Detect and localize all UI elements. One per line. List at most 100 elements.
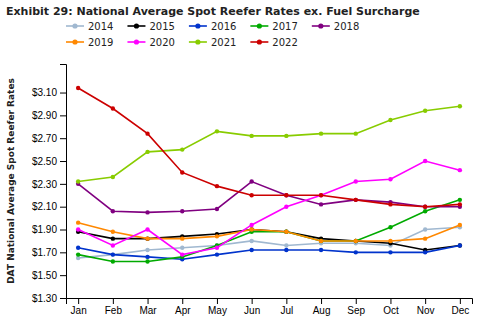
legend-marker [257,39,262,44]
y-axis: $1.30$1.50$1.70$1.90$2.10$2.30$2.50$2.70… [32,65,67,304]
y-tick-mark [60,184,66,185]
y-tick-mark [60,138,66,139]
y-tick-label: $3.10 [32,87,57,98]
legend-item: 2021 [189,37,236,48]
x-tick-label: Aug [313,305,331,316]
data-point [215,234,219,238]
y-tick-mark [60,298,66,299]
data-point [111,236,115,240]
data-point [111,209,115,213]
y-axis-line [60,65,67,299]
x-axis: JanFebMarAprMayJunJulAugSepOctNovDec [67,298,473,316]
chart: Exhibit 29: National Average Spot Reefer… [0,0,484,322]
x-tick-label: Apr [175,305,191,316]
y-tick-label: $2.50 [32,156,57,167]
legend-label: 2020 [149,37,174,48]
data-point [458,168,462,172]
data-point [388,239,392,243]
data-point [249,179,253,183]
y-tick-mark [60,207,66,208]
x-tick-mark [321,298,322,304]
legend-marker [318,23,323,28]
data-point [388,118,392,122]
series-line [78,182,460,213]
y-tick-label: $1.90 [32,224,57,235]
x-tick-mark [356,298,357,304]
data-point [145,236,149,240]
legend-item: 2015 [127,21,174,32]
data-point [215,246,219,250]
series [76,198,462,264]
y-tick-mark [60,161,66,162]
data-point [145,236,149,240]
legend-label: 2015 [149,21,174,32]
data-point [249,227,253,231]
data-point [319,248,323,252]
legend-marker [72,23,77,28]
data-point [354,239,358,243]
legend-label: 2021 [211,37,236,48]
data-point [354,239,358,243]
y-tick-label: $2.30 [32,179,57,190]
data-point [215,129,219,133]
data-point [354,198,358,202]
y-tick-label: $2.10 [32,201,57,212]
data-point [111,243,115,247]
x-tick: May [208,298,227,316]
x-tick: Sep [347,298,365,316]
data-point [423,159,427,163]
legend-marker [134,23,139,28]
x-tick-mark [148,298,149,304]
series-group [76,86,462,264]
data-point [458,198,462,202]
data-point [111,252,115,256]
data-point [180,236,184,240]
data-point [284,134,288,138]
data-point [249,239,253,243]
series-line [78,245,460,259]
x-tick: Oct [383,298,399,316]
y-tick: $3.10 [32,87,66,98]
legend-marker [195,23,200,28]
data-point [249,193,253,197]
data-point [458,243,462,247]
data-point [458,243,462,247]
x-tick-label: Dec [451,305,469,316]
x-tick-mark [425,298,426,304]
data-point [423,250,427,254]
data-point [180,252,184,256]
y-tick: $1.70 [32,247,66,258]
data-point [111,259,115,263]
data-point [319,239,323,243]
data-point [76,179,80,183]
y-axis-title: DAT National Average Spot Reefer Rates [6,78,16,284]
data-point [249,134,253,138]
data-point [284,248,288,252]
legend-marker [195,39,200,44]
data-point [354,198,358,202]
y-tick: $1.30 [32,293,66,304]
x-tick: Jun [244,298,260,316]
data-point [111,230,115,234]
y-tick: $2.90 [32,110,66,121]
data-point [76,227,80,231]
x-tick-mark [252,298,253,304]
y-tick: $1.50 [32,270,66,281]
legend-label: 2022 [272,37,297,48]
data-point [76,252,80,256]
data-point [76,246,80,250]
x-tick: Aug [313,298,331,316]
data-point [319,131,323,135]
x-tick-label: Jan [71,305,87,316]
data-point [249,227,253,231]
x-tick-mark [390,298,391,304]
data-point [354,179,358,183]
legend-marker [134,39,139,44]
series [76,220,462,243]
data-point [180,209,184,213]
legend-item: 2022 [250,37,297,48]
x-axis-line [67,299,473,305]
x-tick: Jan [71,298,87,316]
series [76,86,462,209]
x-tick: Mar [139,298,157,316]
